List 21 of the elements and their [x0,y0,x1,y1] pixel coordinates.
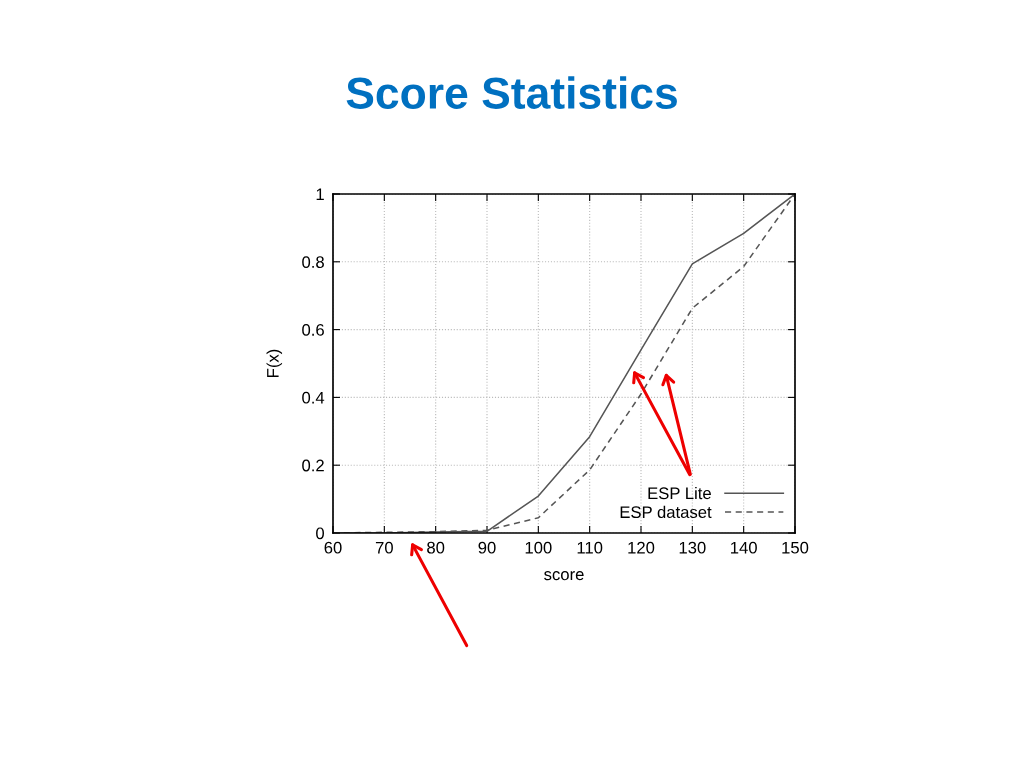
y-tick-label: 0 [316,527,325,540]
legend-label: ESP Lite [648,486,711,500]
x-tick-label: 90 [478,541,496,554]
y-tick-label: 0.4 [302,391,325,404]
x-tick-label: 150 [782,541,809,554]
x-axis-title: score [544,571,584,581]
x-tick-label: 100 [525,541,552,554]
y-tick-label: 1 [316,188,324,201]
y-tick-label: 0.2 [302,459,324,472]
x-tick-label: 80 [427,541,445,554]
x-tick-label: 130 [679,541,706,554]
x-tick-label: 140 [731,541,757,554]
x-tick-label: 60 [324,541,342,554]
y-axis-title: F(x) [266,349,283,377]
legend-label: ESP dataset [620,505,712,519]
y-tick-label: 0.6 [302,324,324,336]
chart-title: Score Statistics [346,76,677,109]
x-tick-label: 110 [577,541,603,554]
y-tick-label: 0.8 [302,256,324,268]
x-tick-label: 70 [375,541,393,554]
x-tick-label: 120 [628,541,655,554]
